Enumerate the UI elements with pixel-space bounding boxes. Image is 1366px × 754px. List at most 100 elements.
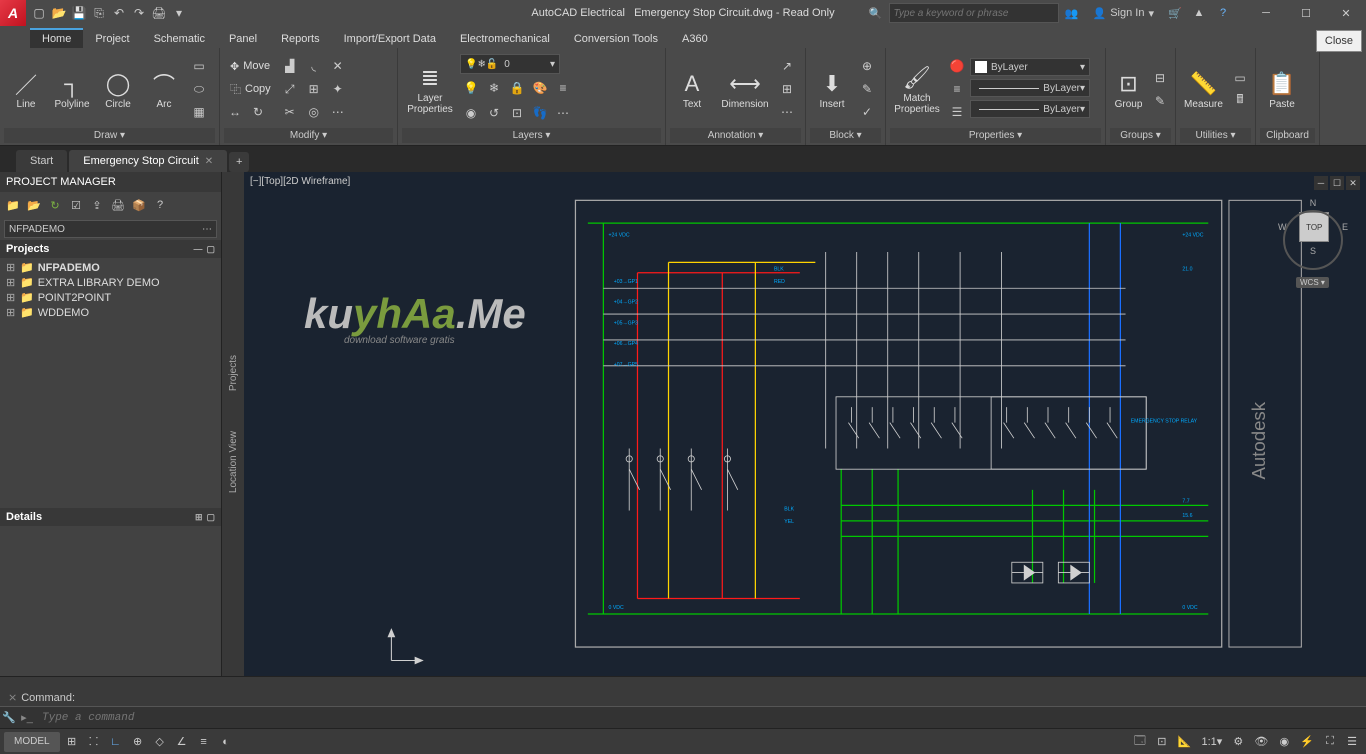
explode-icon[interactable]: ✦ (327, 78, 349, 100)
pm-new-icon[interactable]: 📁 (4, 196, 22, 214)
panel-annotation-title[interactable]: Annotation ▾ (670, 128, 801, 143)
vp-maximize-icon[interactable]: ☐ (1330, 176, 1344, 190)
vp-minimize-icon[interactable]: ─ (1314, 176, 1328, 190)
workspace-icon[interactable]: ⚙ (1228, 732, 1248, 752)
annotation-scale-icon[interactable]: 📐 (1174, 732, 1196, 752)
new-tab-button[interactable]: + (229, 152, 249, 172)
text-button[interactable]: AText (670, 54, 714, 124)
ungroup-icon[interactable]: ⊟ (1149, 67, 1171, 89)
pm-refresh-icon[interactable]: ↻ (46, 196, 64, 214)
tab-schematic[interactable]: Schematic (142, 30, 217, 48)
color-selector[interactable]: ByLayer▾ (970, 58, 1090, 76)
panel-block-title[interactable]: Block ▾ (810, 128, 881, 143)
prop-list-icon[interactable]: ☰ (946, 101, 968, 123)
otrack-toggle-icon[interactable]: ∠ (172, 732, 192, 752)
community-icon[interactable]: 👥 (1061, 2, 1083, 24)
tab-a360[interactable]: A360 (670, 30, 720, 48)
clean-screen-icon[interactable]: ⛶ (1320, 732, 1340, 752)
tab-document-active[interactable]: Emergency Stop Circuit✕ (69, 150, 227, 172)
app-logo[interactable]: A (0, 0, 26, 26)
insert-button[interactable]: ⬇Insert (810, 54, 854, 124)
tree-item-wddemo[interactable]: ⊞📁WDDEMO (2, 305, 219, 320)
panel-groups-title[interactable]: Groups ▾ (1110, 128, 1171, 143)
prop-line-icon[interactable]: ≡ (946, 78, 968, 100)
qat-new-icon[interactable]: ▢ (30, 4, 48, 22)
qat-open-icon[interactable]: 📂 (50, 4, 68, 22)
layer-iso-icon[interactable]: ◉ (460, 102, 482, 124)
layer-freeze-icon[interactable]: ❄ (483, 77, 505, 99)
qat-print-icon[interactable]: 🖨 (150, 4, 168, 22)
tab-reports[interactable]: Reports (269, 30, 332, 48)
panel-layers-title[interactable]: Layers ▾ (402, 128, 661, 143)
match-properties-button[interactable]: 🖌Match Properties (890, 54, 944, 124)
rotate-icon[interactable]: ↻ (247, 101, 269, 123)
group-edit-icon[interactable]: ✎ (1149, 90, 1171, 112)
prop-color-icon[interactable]: 🔴 (946, 55, 968, 77)
pm-zip-icon[interactable]: 📦 (130, 196, 148, 214)
paste-button[interactable]: 📋Paste (1260, 54, 1304, 124)
drawing-canvas[interactable]: kuyhAa.Me download software gratis Autod… (244, 190, 1366, 676)
tab-conversion[interactable]: Conversion Tools (562, 30, 670, 48)
tab-import-export[interactable]: Import/Export Data (332, 30, 448, 48)
grid-toggle-icon[interactable]: ⊞ (62, 732, 82, 752)
panel-draw-title[interactable]: Draw ▾ (4, 128, 215, 143)
pm-publish-icon[interactable]: ⇪ (88, 196, 106, 214)
qat-saveas-icon[interactable]: ⎘ (90, 4, 108, 22)
offset-icon[interactable]: ◎ (303, 101, 325, 123)
layer-off-icon[interactable]: 💡 (460, 77, 482, 99)
leader-icon[interactable]: ↗ (776, 55, 798, 77)
mirror-icon[interactable]: ▟ (279, 55, 301, 77)
isolate-icon[interactable]: ◉ (1274, 732, 1294, 752)
panel-properties-title[interactable]: Properties ▾ (890, 128, 1101, 143)
ann-more-icon[interactable]: ⋯ (776, 101, 798, 123)
erase-icon[interactable]: ✕ (327, 55, 349, 77)
qat-undo-icon[interactable]: ↶ (110, 4, 128, 22)
help-icon[interactable]: ? (1212, 2, 1234, 24)
qat-dropdown-icon[interactable]: ▾ (170, 4, 188, 22)
maximize-button[interactable]: ☐ (1286, 0, 1326, 26)
panel-modify-title[interactable]: Modify ▾ (224, 128, 393, 143)
project-selector[interactable]: NFPADEMO⋯ (4, 220, 217, 238)
hatch-icon[interactable]: ▦ (188, 101, 210, 123)
wcs-button[interactable]: WCS ▾ (1296, 277, 1329, 288)
view-cube[interactable]: N W TOP E S WCS ▾ (1278, 198, 1348, 288)
layer-more-icon[interactable]: ⋯ (552, 102, 574, 124)
arc-button[interactable]: ⌒Arc (142, 54, 186, 124)
close-tab-icon[interactable]: ✕ (205, 156, 213, 167)
tree-item-point2point[interactable]: ⊞📁POINT2POINT (2, 290, 219, 305)
tab-home[interactable]: Home (30, 28, 83, 48)
polar-toggle-icon[interactable]: ⊕ (128, 732, 148, 752)
tree-item-nfpademo[interactable]: ⊞📁NFPADEMO (2, 260, 219, 275)
array-icon[interactable]: ⊞ (303, 78, 325, 100)
command-input[interactable] (36, 712, 1366, 724)
tab-project[interactable]: Project (83, 30, 141, 48)
osnap-toggle-icon[interactable]: ◇ (150, 732, 170, 752)
calc-icon[interactable]: 🖩 (1229, 90, 1251, 112)
snap-toggle-icon[interactable]: ⸬ (84, 732, 104, 752)
stretch-icon[interactable]: ↔ (224, 101, 246, 123)
line-button[interactable]: ／Line (4, 54, 48, 124)
hardware-accel-icon[interactable]: ⚡ (1296, 732, 1318, 752)
table-icon[interactable]: ⊞ (776, 78, 798, 100)
annotation-monitor-icon[interactable]: 👁 (1250, 732, 1272, 752)
layer-state-icon[interactable]: ⊡ (506, 102, 528, 124)
pm-open-icon[interactable]: 📂 (25, 196, 43, 214)
circle-button[interactable]: ◯Circle (96, 54, 140, 124)
viewport-label[interactable]: [−][Top][2D Wireframe] (244, 172, 1366, 190)
cmd-menu-icon[interactable]: 🔧 (0, 711, 18, 724)
layer-properties-button[interactable]: ≣Layer Properties (402, 54, 458, 124)
tab-panel[interactable]: Panel (217, 30, 269, 48)
layer-walk-icon[interactable]: 👣 (529, 102, 551, 124)
details-header[interactable]: Details ⊞▢ (0, 508, 221, 526)
qat-redo-icon[interactable]: ↷ (130, 4, 148, 22)
lineweight-toggle-icon[interactable]: ≡ (194, 732, 214, 752)
trim-icon[interactable]: ✂ (279, 101, 301, 123)
block-attr-icon[interactable]: ✓ (856, 101, 878, 123)
layer-selector[interactable]: 💡❄🔓 0▾ (460, 54, 560, 74)
panel-utilities-title[interactable]: Utilities ▾ (1180, 128, 1251, 143)
pm-task-icon[interactable]: ☑ (67, 196, 85, 214)
measure-button[interactable]: 📏Measure (1180, 54, 1227, 124)
transparency-toggle-icon[interactable]: ◐ (216, 732, 236, 752)
select-icon[interactable]: ▭ (1229, 67, 1251, 89)
rect-icon[interactable]: ▭ (188, 55, 210, 77)
